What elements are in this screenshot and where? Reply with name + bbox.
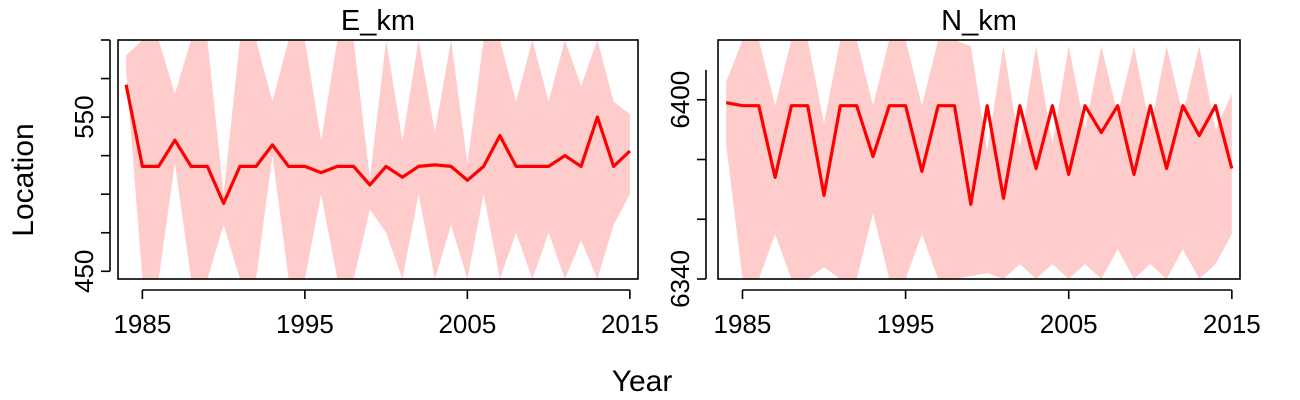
x-tick-label: 1995 — [276, 309, 334, 339]
y-tick-label: 450 — [69, 250, 99, 293]
y-axis: 450 550 — [69, 39, 111, 293]
x-tick-label: 1985 — [714, 309, 772, 339]
x-tick-label: 2015 — [1203, 309, 1261, 339]
y-tick-label: 6400 — [665, 71, 695, 129]
x-axis: 1985 1995 2005 2015 — [113, 289, 659, 339]
x-axis: 1985 1995 2005 2015 — [714, 289, 1261, 339]
plot-frame — [117, 39, 639, 280]
plot-frame — [717, 39, 1241, 280]
panel-title: E_km — [341, 5, 415, 37]
x-tick-label: 1985 — [113, 309, 171, 339]
estimate-line — [124, 84, 631, 205]
y-tick-label: 6340 — [665, 250, 695, 308]
x-axis-label: Year — [612, 365, 673, 398]
x-tick-label: 2005 — [438, 309, 496, 339]
confidence-band — [126, 40, 630, 279]
y-axis: 6340 6400 — [665, 69, 707, 308]
panel-title: N_km — [941, 5, 1017, 37]
panel-e-km: E_km 1985 1995 2005 2015 450 550 — [69, 5, 659, 339]
x-tick-label: 2015 — [601, 309, 659, 339]
estimate-line — [725, 101, 1234, 206]
panel-n-km: N_km 1985 1995 2005 2015 6340 6400 — [665, 5, 1261, 339]
y-tick-label: 550 — [69, 95, 99, 138]
x-tick-label: 2005 — [1040, 309, 1098, 339]
y-axis-label: Location — [7, 123, 40, 236]
x-tick-label: 1995 — [877, 309, 935, 339]
